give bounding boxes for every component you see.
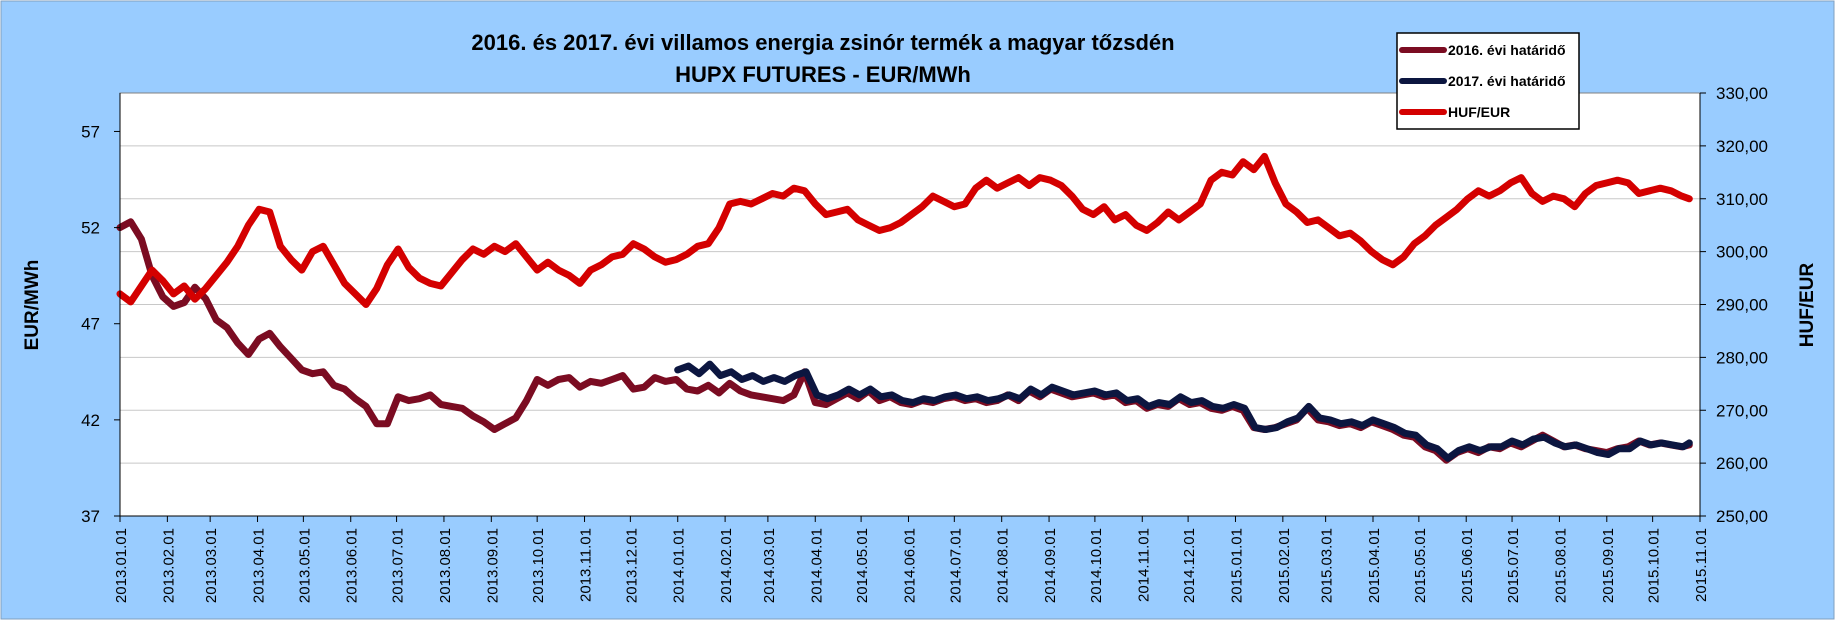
x-tick-label: 2013.01.01 xyxy=(113,528,130,603)
x-tick-label: 2013.07.01 xyxy=(390,528,407,603)
legend-label: 2017. évi határidő xyxy=(1448,73,1566,89)
y2-tick-label: 300,00 xyxy=(1716,243,1768,262)
x-tick-label: 2014.03.01 xyxy=(761,528,778,603)
x-tick-label: 2013.03.01 xyxy=(203,528,220,603)
y2-axis-title: HUF/EUR xyxy=(1797,263,1818,348)
x-tick-label: 2014.04.01 xyxy=(808,528,825,603)
legend-label: 2016. évi határidő xyxy=(1448,42,1566,58)
y-tick-label: 42 xyxy=(81,411,100,430)
y2-tick-label: 320,00 xyxy=(1716,137,1768,156)
y2-tick-label: 310,00 xyxy=(1716,190,1768,209)
x-tick-label: 2013.05.01 xyxy=(296,528,313,603)
y-tick-label: 37 xyxy=(81,507,100,526)
series-line-3 xyxy=(116,152,1693,308)
x-tick-label: 2015.03.01 xyxy=(1319,528,1336,603)
chart-subtitle: HUPX FUTURES - EUR/MWh xyxy=(675,62,971,87)
x-tick-label: 2014.10.01 xyxy=(1088,528,1105,603)
legend: 2016. évi határidő 2017. évi határidő HUF/… xyxy=(1396,32,1580,130)
x-tick-label: 2015.06.01 xyxy=(1459,528,1476,603)
y2-tick-label: 270,00 xyxy=(1716,401,1768,420)
x-tick-label: 2014.06.01 xyxy=(901,528,918,603)
series-lines xyxy=(116,152,1693,464)
x-tick-label: 2015.08.01 xyxy=(1552,528,1569,603)
x-tick-label: 2015.04.01 xyxy=(1366,528,1383,603)
x-tick-label: 2015.01.01 xyxy=(1228,528,1245,603)
y-tick-label: 52 xyxy=(81,219,100,238)
gridlines xyxy=(120,145,1700,464)
x-tick-label: 2015.02.01 xyxy=(1276,528,1293,603)
y-axis-title: EUR/MWh xyxy=(22,260,43,351)
x-tick-label: 2013.02.01 xyxy=(160,528,177,603)
x-tick-label: 2015.09.01 xyxy=(1600,528,1617,603)
y-tick-label: 47 xyxy=(81,315,100,334)
x-tick-label: 2014.11.01 xyxy=(1135,528,1152,602)
y2-tick-label: 260,00 xyxy=(1716,454,1768,473)
x-tick-label: 2015.11.01 xyxy=(1693,528,1710,602)
x-tick-label: 2013.10.01 xyxy=(530,528,547,603)
x-tick-label: 2014.05.01 xyxy=(854,528,871,603)
y2-tick-label: 290,00 xyxy=(1716,296,1768,315)
x-tick-label: 2015.05.01 xyxy=(1412,528,1429,603)
y2-tick-label: 330,00 xyxy=(1716,84,1768,103)
x-tick-label: 2013.09.01 xyxy=(484,528,501,603)
x-tick-label: 2013.08.01 xyxy=(437,528,454,603)
y2-tick-label: 250,00 xyxy=(1716,507,1768,526)
y-tick-label: 57 xyxy=(81,122,100,141)
x-tick-label: 2013.12.01 xyxy=(623,528,640,603)
x-tick-label: 2014.12.01 xyxy=(1181,528,1198,603)
y2-tick-label: 280,00 xyxy=(1716,348,1768,367)
legend-label: HUF/EUR xyxy=(1448,104,1510,120)
x-tick-label: 2013.11.01 xyxy=(578,528,595,602)
chart-title: 2016. és 2017. évi villamos energia zsin… xyxy=(471,30,1174,55)
x-tick-label: 2014.01.01 xyxy=(671,528,688,603)
x-tick-label: 2013.06.01 xyxy=(344,528,361,603)
x-tick-label: 2014.07.01 xyxy=(947,528,964,603)
x-tick-label: 2014.09.01 xyxy=(1042,528,1059,603)
x-tick-label: 2015.10.01 xyxy=(1646,528,1663,603)
series-line-2 xyxy=(674,360,1693,462)
x-tick-label: 2014.08.01 xyxy=(995,528,1012,603)
x-tick-label: 2013.04.01 xyxy=(251,528,268,603)
x-tick-label: 2015.07.01 xyxy=(1505,528,1522,603)
x-tick-label: 2014.02.01 xyxy=(718,528,735,603)
axes: 250,00 260,00 270,00 280,00 290,00 300,00 310,… xyxy=(81,84,1768,603)
